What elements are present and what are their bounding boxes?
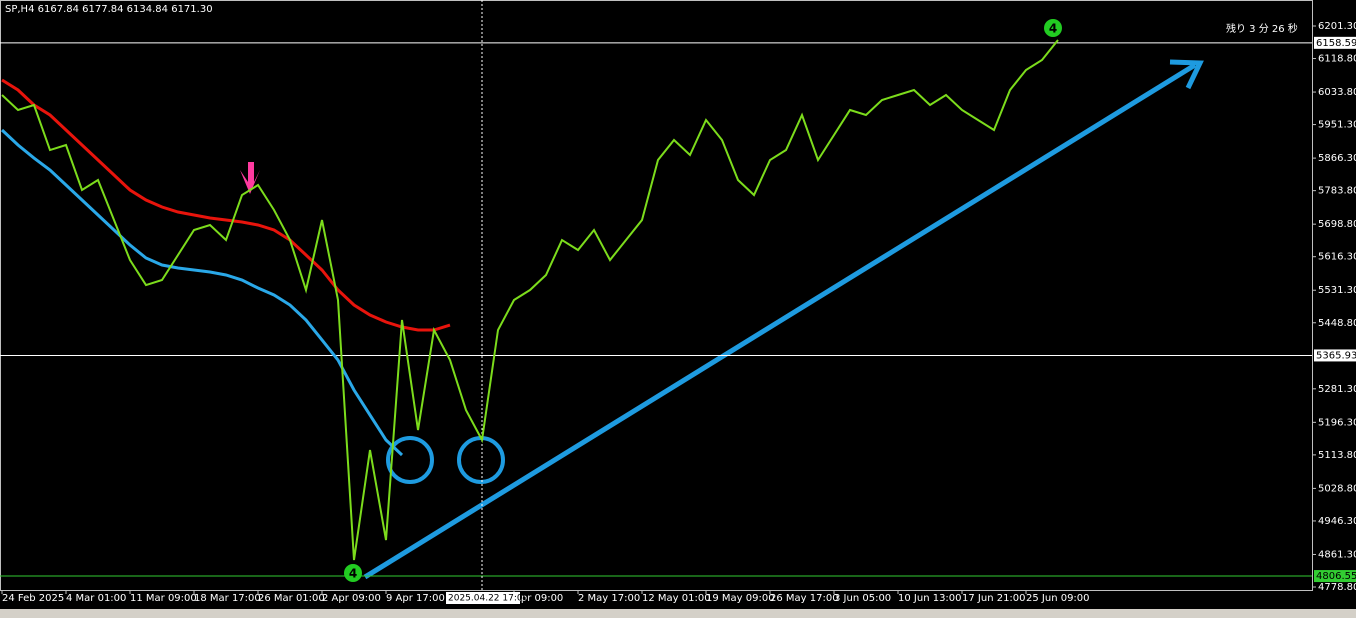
price-level-label: 4806.55 (1316, 571, 1356, 582)
y-tick-label: 4778.80 (1318, 582, 1356, 593)
countdown: 残り 3 分 26 秒 (1226, 22, 1298, 35)
signal-arrow (240, 162, 260, 194)
price-level-box (1314, 349, 1356, 362)
x-tick-label: 2 Apr 09:00 (322, 593, 381, 604)
badge (1044, 19, 1062, 37)
x-tick-label: 18 Mar 17:00 (194, 593, 261, 604)
trend-arrow-head (1169, 59, 1204, 90)
price-level-box (1314, 36, 1356, 49)
symbol-header: SP,H4 6167.84 6177.84 6134.84 6171.30 (5, 4, 213, 15)
y-tick-label: 5616.30 (1318, 252, 1356, 263)
x-tick-label: 4 Mar 01:00 (66, 593, 126, 604)
trend-arrow (363, 62, 1197, 580)
series-line (0, 128, 404, 457)
y-tick-label: 5113.80 (1318, 450, 1356, 461)
x-tick-label: 19 May 09:00 (706, 593, 775, 604)
y-tick-label: 5866.30 (1318, 153, 1356, 164)
y-tick-label: 4946.30 (1318, 516, 1356, 527)
y-tick-label: 4861.30 (1318, 549, 1356, 560)
series-line (1, 78, 451, 332)
badge (344, 564, 362, 582)
x-tick-label: 9 Apr 17:00 (386, 593, 445, 604)
y-tick-label: 5951.30 (1318, 120, 1356, 131)
crosshair-label: 2025.04.22 17:00 (448, 594, 529, 604)
highlight-circle (386, 436, 434, 484)
x-tick-label: 2 May 17:00 (578, 593, 640, 604)
tab-bar-bg (0, 609, 1356, 618)
x-tick-label: 12 May 01:00 (642, 593, 711, 604)
y-tick-label: 6033.80 (1318, 87, 1356, 98)
y-tick-label: 6118.80 (1318, 54, 1356, 65)
y-tick-label: 5783.80 (1318, 186, 1356, 197)
plot-frame (0, 0, 1313, 591)
y-tick-label: 5196.30 (1318, 417, 1356, 428)
x-tick-label: 10 Jun 13:00 (898, 593, 962, 604)
badge-label: 4 (1049, 22, 1057, 36)
price-level-label: 6158.59 (1316, 38, 1356, 49)
x-tick-label: 3 Jun 05:00 (834, 593, 891, 604)
series-line (1, 39, 1059, 561)
y-tick-label: 5281.30 (1318, 384, 1356, 395)
tab-bar (0, 609, 1356, 618)
price-level-label: 5365.93 (1316, 350, 1356, 361)
badge-label: 4 (349, 567, 357, 581)
y-tick-label: 5448.80 (1318, 318, 1356, 329)
x-tick-label: 26 May 17:00 (770, 593, 839, 604)
x-tick-label: 26 Mar 01:00 (258, 593, 325, 604)
x-tick-label: 25 Jun 09:00 (1026, 593, 1090, 604)
x-tick-label: 11 Mar 09:00 (130, 593, 197, 604)
y-tick-label: 5531.30 (1318, 285, 1356, 296)
x-tick-label: Apr 09:00 (514, 593, 563, 604)
y-tick-label: 5698.80 (1318, 219, 1356, 230)
x-tick-label: 24 Feb 2025 (2, 593, 64, 604)
x-tick-label: 17 Jun 21:00 (962, 593, 1026, 604)
y-tick-label: 6201.30 (1318, 21, 1356, 32)
price-level-box (1314, 570, 1356, 583)
crosshair-box (446, 592, 520, 604)
y-tick-label: 5028.80 (1318, 483, 1356, 494)
